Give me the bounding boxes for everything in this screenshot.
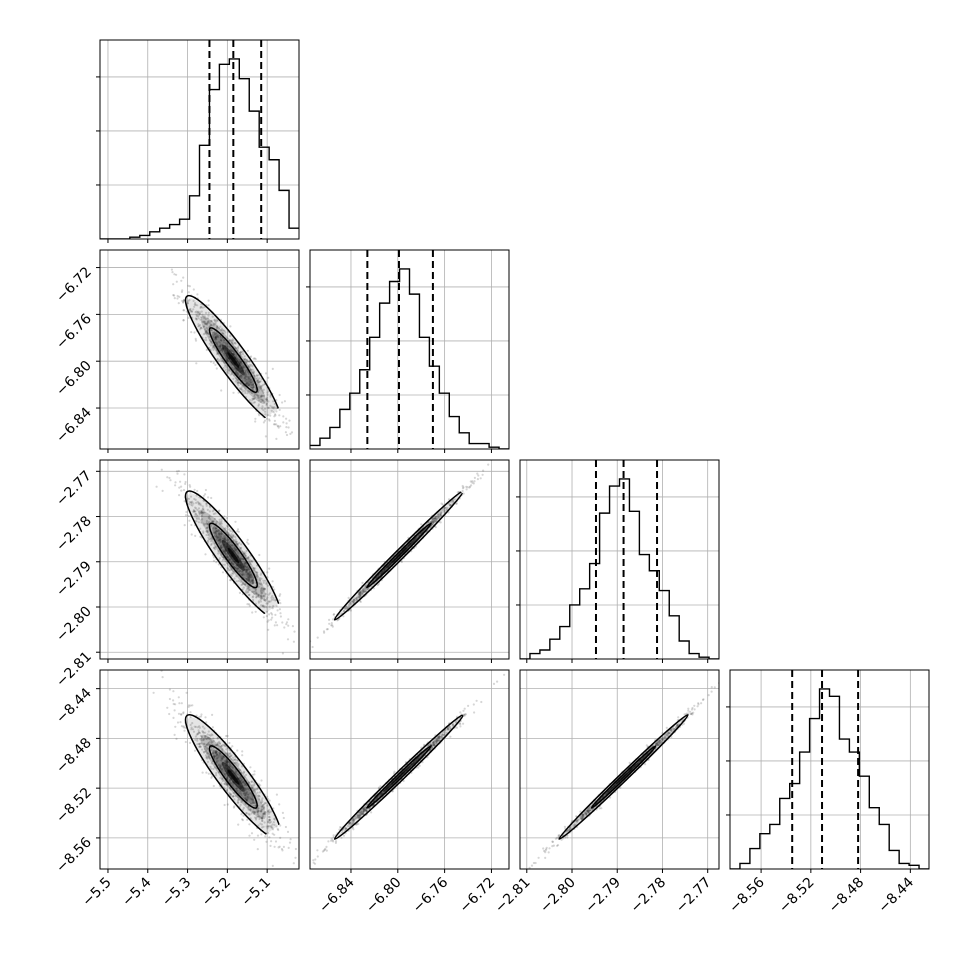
x-tick-label: −5.4 [119, 874, 154, 909]
axes-frame [520, 460, 719, 659]
y-tick-label: −8.48 [53, 735, 95, 777]
x-tick-label: −5.2 [199, 875, 234, 910]
axes-frame [100, 40, 299, 239]
histogram-step-0 [100, 59, 299, 239]
scatter-panel-1-3 [282, 670, 509, 894]
histogram-panel-1 [306, 250, 509, 453]
x-tick-label: −8.56 [726, 874, 768, 916]
y-tick-label: −6.80 [53, 358, 95, 400]
scatter-panel-0-1 [96, 233, 306, 459]
x-tick-label: −2.79 [582, 875, 624, 917]
x-tick-label: −2.78 [628, 875, 670, 917]
histogram-step-2 [520, 479, 719, 659]
x-tick-label: −8.52 [776, 875, 818, 917]
x-tick-label: −2.80 [537, 875, 579, 917]
axes-frame [520, 670, 719, 869]
y-tick-label: −6.72 [53, 264, 95, 306]
y-tick-label: −2.81 [53, 649, 95, 691]
axes-frame [310, 460, 509, 659]
y-tick-label: −6.84 [53, 404, 95, 446]
x-tick-label: −6.76 [410, 874, 452, 916]
histogram-step-3 [730, 689, 929, 869]
x-tick-label: −8.44 [876, 874, 918, 916]
y-tick-label: −8.52 [53, 785, 95, 827]
axes-frame [100, 460, 299, 659]
axes-frame [100, 670, 299, 869]
y-tick-label: −6.76 [53, 311, 95, 353]
x-tick-label: −6.80 [363, 875, 405, 917]
x-tick-label: −2.77 [673, 875, 715, 917]
y-tick-label: −8.56 [53, 834, 95, 876]
y-tick-label: −2.78 [53, 513, 95, 555]
x-tick-label: −5.5 [79, 875, 114, 910]
x-tick-label: −5.1 [239, 875, 274, 910]
x-tick-label: −2.81 [492, 875, 534, 917]
y-tick-label: −2.77 [53, 468, 95, 510]
x-tick-label: −8.48 [826, 875, 868, 917]
x-tick-label: −6.84 [316, 874, 358, 916]
x-tick-label: −5.3 [159, 875, 194, 910]
histogram-panel-0 [96, 40, 299, 243]
y-tick-label: −2.79 [53, 558, 95, 600]
histogram-panel-3 [726, 670, 929, 873]
scatter-panel-0-3 [96, 670, 299, 878]
scatter-panel-1-2 [295, 431, 517, 663]
y-tick-label: −8.44 [53, 685, 95, 727]
x-tick-label: −6.72 [457, 875, 499, 917]
y-tick-label: −2.80 [53, 604, 95, 646]
scatter-panel-2-3 [518, 670, 720, 876]
histogram-panel-2 [516, 460, 719, 663]
histogram-step-1 [310, 269, 509, 449]
scatter-panel-0-2 [96, 459, 311, 663]
